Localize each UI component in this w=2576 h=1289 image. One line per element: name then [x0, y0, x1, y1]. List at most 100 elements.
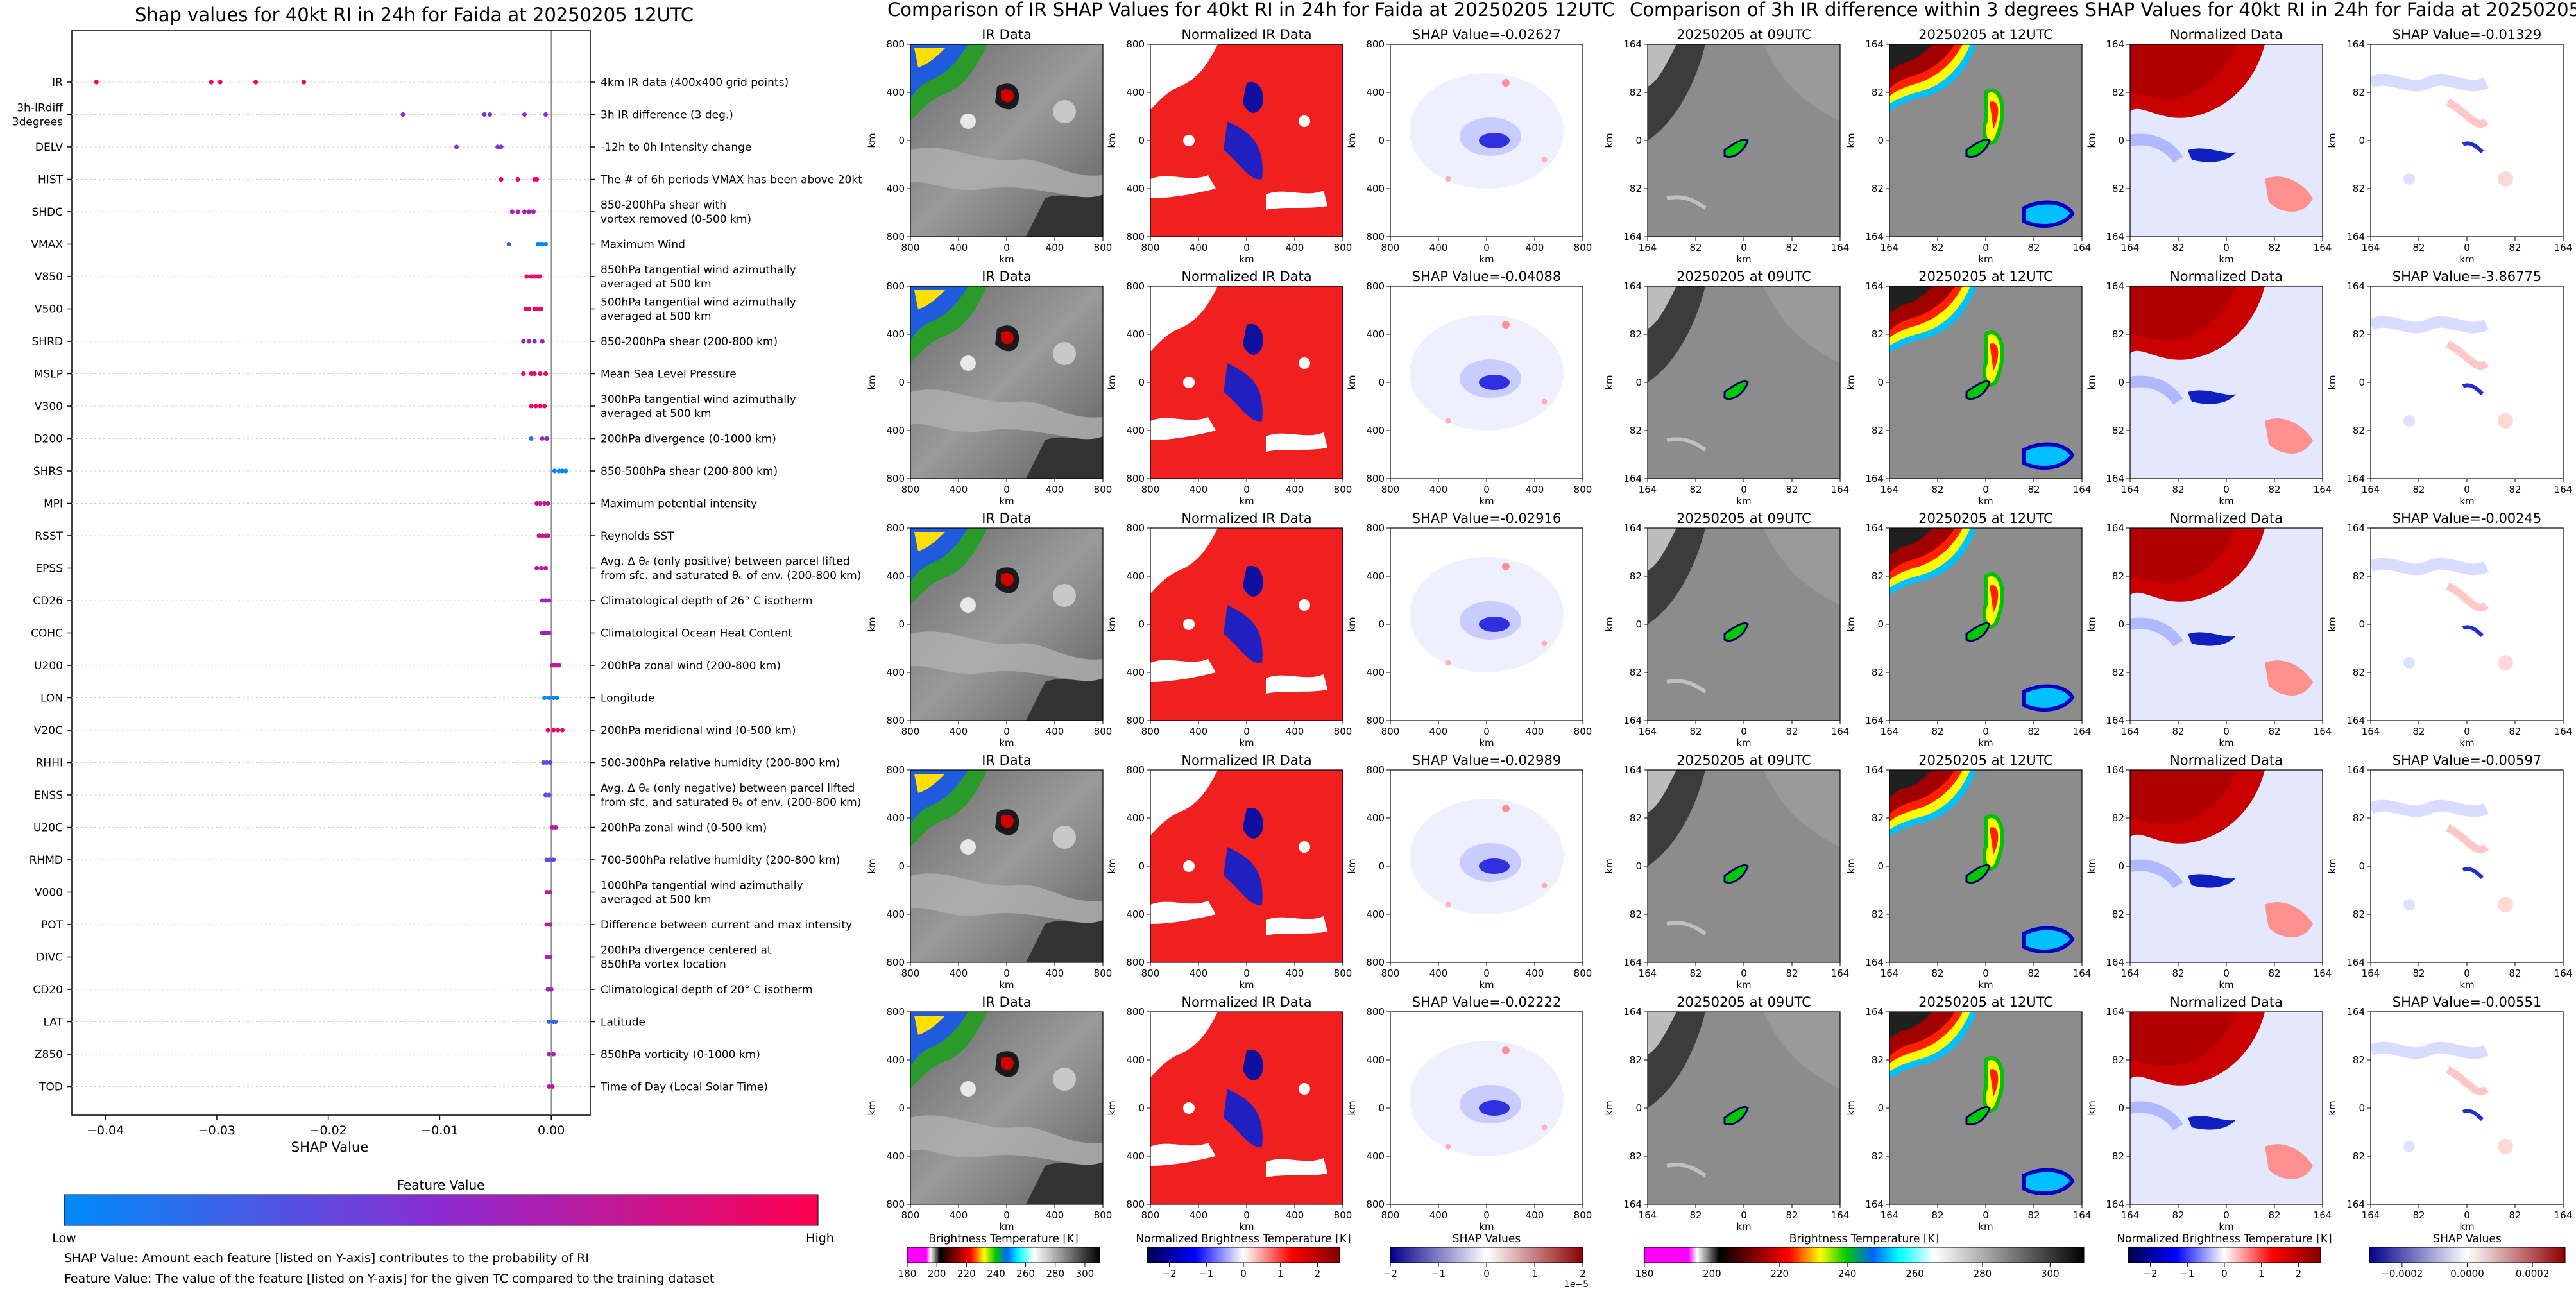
panel-y-tick-label: 800 — [1126, 957, 1145, 968]
x-tick-label: −0.02 — [310, 1123, 347, 1138]
panel-y-axis-label: km — [2086, 133, 2097, 148]
colorbar-high-label: High — [806, 1231, 834, 1245]
feature-name-label: MSLP — [34, 368, 63, 381]
panel-x-tick-label: 164 — [2362, 1209, 2380, 1221]
panel-y-tick-label: 0 — [2118, 860, 2124, 872]
feature-name-label: CD26 — [33, 595, 63, 608]
shap-point — [515, 176, 520, 182]
panel-x-tick-label: 0 — [2464, 242, 2470, 253]
panel-title: Normalized IR Data — [1181, 511, 1311, 526]
feature-name-label: DELV — [35, 141, 63, 154]
bottom-colorbar-tick-label: 260 — [1016, 1268, 1035, 1279]
panel-y-tick-label: 164 — [1623, 280, 1642, 292]
panel-y-tick-label: 82 — [2353, 329, 2365, 340]
shap-point — [454, 144, 459, 149]
panel-y-tick-label: 82 — [2112, 1054, 2124, 1066]
panel-y-tick-label: 164 — [1865, 1199, 1884, 1210]
panel-x-tick-label: 82 — [2509, 726, 2521, 737]
panel-title: SHAP Value=-3.86775 — [2393, 269, 2542, 284]
panel-title: IR Data — [982, 27, 1032, 42]
panel-x-tick-label: 0 — [2464, 484, 2470, 495]
panel-x-tick-label: 0 — [1741, 726, 1747, 737]
shap-point — [553, 1019, 558, 1025]
panel-x-axis-label: km — [2219, 979, 2233, 991]
feature-name-label: V000 — [35, 887, 63, 900]
panel-x-tick-label: 82 — [2509, 242, 2521, 253]
normalized-ir-panel — [1150, 528, 1343, 721]
feature-description-label: 850-200hPa shear (200-800 km) — [601, 336, 778, 348]
panel-title: Normalized Data — [2170, 27, 2283, 42]
ir-shap-panel — [1390, 44, 1583, 237]
panel-y-tick-label: 82 — [2112, 183, 2124, 194]
panel-title: Normalized IR Data — [1181, 269, 1311, 284]
panel-x-tick-label: 400 — [1286, 726, 1304, 737]
bottom-colorbar-tick-label: 180 — [1635, 1268, 1654, 1279]
panel-x-tick-label: 0 — [1483, 1209, 1490, 1221]
shap-point — [524, 274, 529, 279]
panel-x-axis-label: km — [1239, 737, 1254, 749]
panel-y-tick-label: 164 — [2106, 280, 2124, 292]
panel-y-tick-label: 82 — [1872, 87, 1884, 98]
shap-point — [533, 404, 538, 409]
panel-y-tick-label: 800 — [1366, 764, 1385, 776]
panel-y-tick-label: 400 — [886, 667, 905, 678]
panel-title: IR Data — [982, 511, 1032, 526]
shap-point — [545, 533, 550, 538]
panel-y-tick-label: 800 — [1366, 473, 1385, 484]
ir-12utc-panel — [1889, 44, 2082, 237]
panel-x-axis-label: km — [2459, 253, 2474, 265]
panel-title: Normalized Data — [2170, 511, 2283, 526]
shap-point — [499, 144, 504, 149]
feature-description-label: 200hPa divergence (0-1000 km) — [601, 433, 776, 446]
panel-y-tick-label: 800 — [886, 715, 905, 726]
panel-y-tick-label: 164 — [2106, 715, 2124, 726]
shap-point — [543, 792, 549, 798]
shap-point — [523, 306, 528, 312]
feature-name-label: U20C — [33, 822, 63, 835]
panel-x-tick-label: 800 — [901, 484, 920, 495]
panel-x-tick-label: 82 — [2412, 1209, 2425, 1221]
plot-frame — [71, 30, 591, 1116]
panel-x-tick-label: 400 — [950, 968, 968, 979]
panel-x-axis-label: km — [1978, 495, 1993, 507]
panel-y-tick-label: 82 — [1630, 909, 1642, 920]
panel-title: 20250205 at 09UTC — [1676, 269, 1811, 284]
panel-y-tick-label: 164 — [1623, 715, 1642, 726]
ir-09utc-panel — [1648, 286, 1840, 479]
panel-y-tick-label: 800 — [1366, 231, 1385, 243]
panel-y-tick-label: 164 — [2346, 1006, 2365, 1018]
feature-description-label: from sfc. and saturated θₑ of env. (200-… — [601, 796, 861, 809]
panel-y-tick-label: 82 — [2112, 329, 2124, 340]
shap-point — [531, 209, 536, 214]
panel-y-tick-label: 0 — [898, 860, 905, 872]
panel-y-tick-label: 0 — [1635, 135, 1642, 146]
bottom-colorbar-gradient — [2369, 1247, 2566, 1263]
panel-x-tick-label: 0 — [1983, 484, 1989, 495]
panel-x-tick-label: 82 — [1931, 484, 1943, 495]
x-tick-label: −0.01 — [421, 1123, 458, 1138]
ir-12utc-panel — [1889, 286, 2082, 479]
panel-y-tick-label: 400 — [1126, 425, 1145, 436]
panel-title: 20250205 at 09UTC — [1676, 994, 1811, 1010]
panel-x-tick-label: 0 — [2464, 1209, 2470, 1221]
panel-title: SHAP Value=-0.00597 — [2393, 753, 2542, 768]
panel-title: SHAP Value=-0.02916 — [1412, 511, 1562, 526]
bottom-colorbar-tick-label: −1 — [1431, 1268, 1446, 1279]
shap-point — [544, 760, 549, 765]
shap-point — [550, 663, 555, 668]
panel-y-tick-label: 400 — [1366, 909, 1385, 920]
panel-x-axis-label: km — [1978, 737, 1993, 749]
panel-y-axis-label: km — [1106, 617, 1118, 631]
panel-y-axis-label: km — [1603, 1100, 1615, 1115]
panel-x-axis-label: km — [999, 495, 1014, 507]
shap-point — [547, 1019, 552, 1025]
panel-x-axis-label: km — [1239, 1221, 1254, 1233]
shap-point — [547, 954, 553, 960]
panel-x-tick-label: 164 — [2121, 726, 2140, 737]
panel-title: Normalized IR Data — [1181, 994, 1311, 1010]
feature-description-label: vortex removed (0-500 km) — [601, 213, 751, 226]
shap-point — [541, 760, 546, 765]
feature-description-label: Longitude — [601, 692, 655, 705]
panel-x-tick-label: 164 — [2314, 726, 2332, 737]
panel-x-axis-label: km — [2459, 1221, 2474, 1233]
